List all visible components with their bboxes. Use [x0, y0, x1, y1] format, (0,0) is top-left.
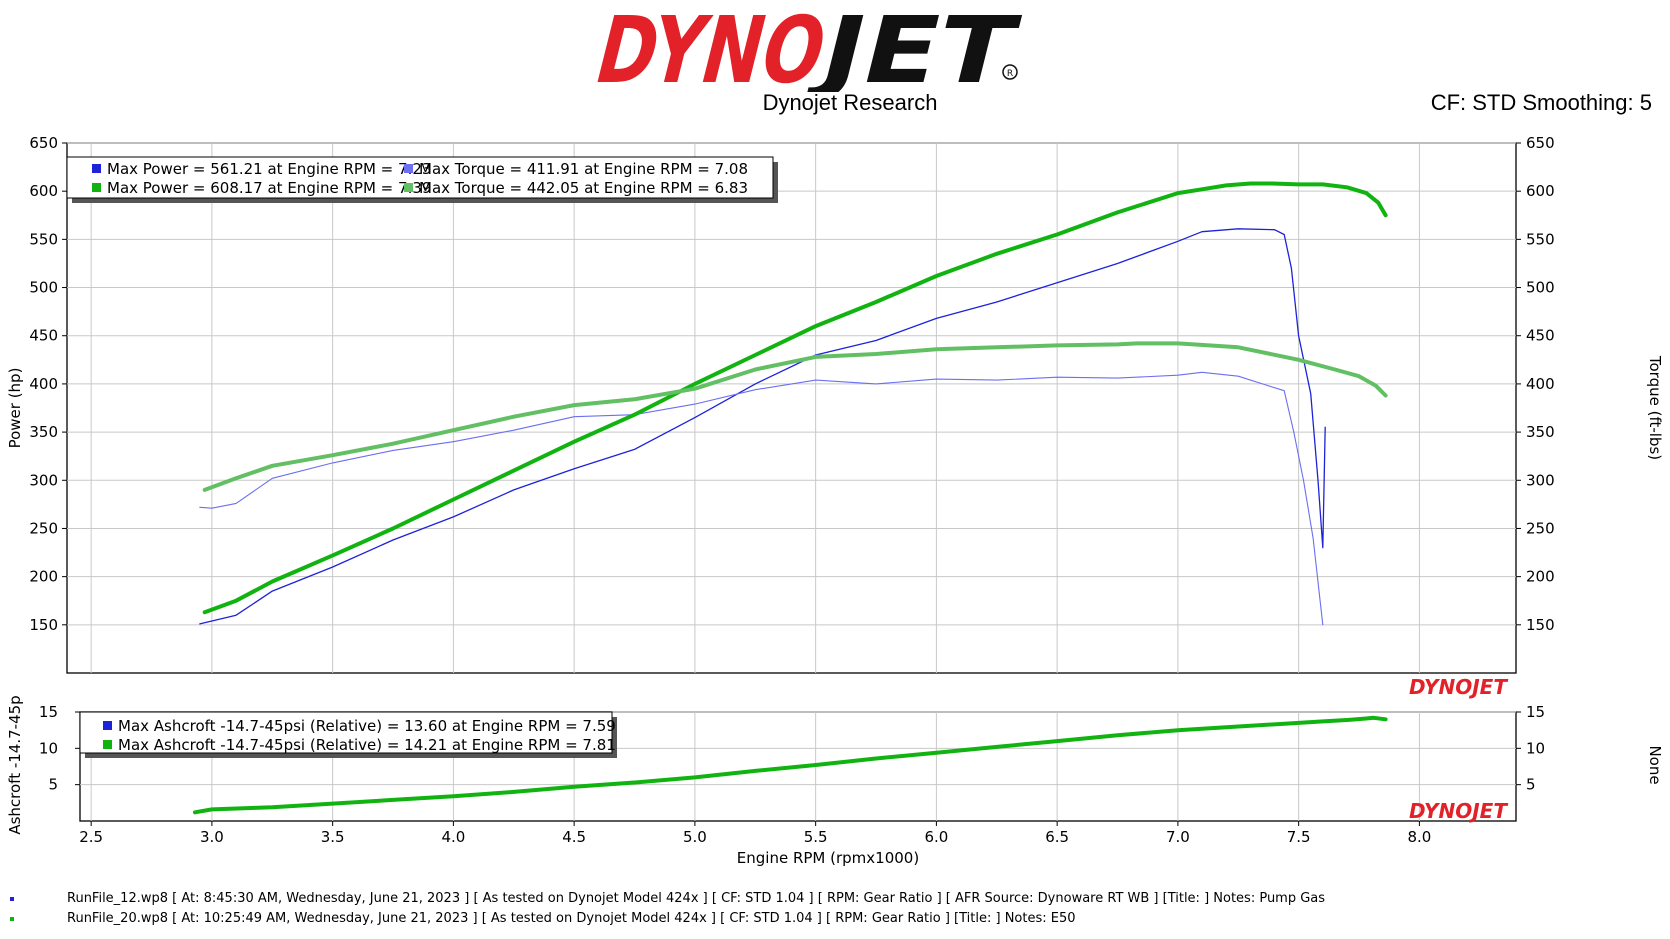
sub-legend-swatch [103, 740, 112, 749]
main-y-right-label: Torque (ft-lbs) [1646, 355, 1664, 460]
svg-text:R: R [1007, 69, 1013, 79]
main-y-tick-left: 400 [29, 375, 58, 393]
sub-legend-entry: Max Ashcroft -14.7-45psi (Relative) = 13… [118, 717, 616, 735]
main-plot-area [66, 142, 1517, 674]
sub-watermark: DYNOJET [1409, 799, 1508, 823]
registered-mark [1002, 64, 1018, 80]
main-legend-swatch [92, 183, 101, 192]
main-y-tick-right: 600 [1526, 182, 1555, 200]
sub-legend-swatch [103, 721, 112, 730]
main-y-tick-right: 150 [1526, 616, 1555, 634]
sub-legend: Max Ashcroft -14.7-45psi (Relative) = 13… [79, 711, 617, 758]
sub-y-tick-right: 10 [1526, 739, 1545, 757]
main-y-tick-left: 350 [29, 423, 58, 441]
sub-series-group [193, 715, 1388, 815]
main-legend-swatch [92, 164, 101, 173]
x-tick-label: 7.5 [1287, 828, 1311, 846]
main-y-tick-left: 500 [29, 279, 58, 297]
main-y-tick-left: 550 [29, 230, 58, 248]
main-y-tick-left: 600 [29, 182, 58, 200]
main-y-tick-right: 650 [1526, 134, 1555, 152]
run1-marker [10, 897, 14, 901]
x-tick-label: 5.5 [804, 828, 828, 846]
main-legend-swatch [404, 164, 413, 173]
main-grid [67, 142, 1516, 673]
main-legend: Max Power = 561.21 at Engine RPM = 7.23M… [66, 156, 778, 203]
x-tick-label: 6.0 [924, 828, 948, 846]
sub-y-right-label: None [1646, 745, 1664, 784]
main-y-tick-left: 250 [29, 519, 58, 537]
main-y-axis-right: 650 600 550 500 450 400 350 300 250 200 150 [1516, 134, 1555, 634]
main-y-tick-right: 200 [1526, 568, 1555, 586]
sub-y-tick-left: 10 [39, 739, 58, 757]
x-tick-label: 3.5 [321, 828, 345, 846]
sub-series-1 [193, 715, 1388, 815]
main-y-tick-left: 300 [29, 471, 58, 489]
sub-y-left-label: Ashcroft -14.7-45p [6, 695, 24, 834]
logo-dyno: DYNO [590, 6, 837, 92]
main-y-tick-left: 200 [29, 568, 58, 586]
main-y-tick-right: 450 [1526, 327, 1555, 345]
x-tick-label: 3.0 [200, 828, 224, 846]
sub-legend-entry: Max Ashcroft -14.7-45psi (Relative) = 14… [118, 736, 616, 754]
main-y-tick-right: 350 [1526, 423, 1555, 441]
x-axis-label: Engine RPM (rpmx1000) [737, 849, 919, 867]
sub-y-axis-left: 15 10 5 [39, 703, 80, 794]
main-y-tick-right: 400 [1526, 375, 1555, 393]
x-tick-label: 5.0 [683, 828, 707, 846]
main-legend-entry: Max Torque = 411.91 at Engine RPM = 7.08 [419, 160, 748, 178]
x-tick-label: 6.5 [1045, 828, 1069, 846]
chart-subtitle: Dynojet Research [762, 90, 938, 115]
correction-factor-info: CF: STD Smoothing: 5 [1430, 90, 1652, 115]
main-y-tick-right: 300 [1526, 471, 1555, 489]
sub-y-tick-left: 5 [48, 776, 58, 794]
x-tick-label: 4.5 [562, 828, 586, 846]
main-y-left-label: Power (hp) [6, 368, 24, 449]
main-legend-entry: Max Power = 608.17 at Engine RPM = 7.39 [107, 179, 431, 197]
main-series-2 [199, 371, 1324, 626]
x-tick-label: 2.5 [79, 828, 103, 846]
sub-y-tick-right: 5 [1526, 776, 1536, 794]
main-y-tick-left: 150 [29, 616, 58, 634]
sub-y-tick-left: 15 [39, 703, 58, 721]
logo-jet: JET [803, 6, 1027, 92]
main-watermark: DYNOJET [1409, 675, 1508, 699]
main-y-tick-right: 500 [1526, 279, 1555, 297]
x-axis: 2.5 3.0 3.5 4.0 4.5 5.0 5.5 6.0 6.5 7.0 7.5 8.0 [79, 821, 1431, 846]
main-y-tick-left: 450 [29, 327, 58, 345]
x-tick-label: 8.0 [1407, 828, 1431, 846]
run2-info: RunFile_20.wp8 [ At: 10:25:49 AM, Wednes… [67, 911, 1076, 926]
main-y-tick-right: 250 [1526, 519, 1555, 537]
main-legend-entry: Max Power = 561.21 at Engine RPM = 7.23 [107, 160, 431, 178]
x-tick-label: 4.0 [441, 828, 465, 846]
main-series-1 [199, 228, 1326, 625]
dynojet-logo: DYNO JET R [590, 6, 1027, 92]
main-y-tick-right: 550 [1526, 230, 1555, 248]
run1-info: RunFile_12.wp8 [ At: 8:45:30 AM, Wednesd… [67, 891, 1326, 906]
main-legend-entry: Max Torque = 442.05 at Engine RPM = 6.83 [419, 179, 748, 197]
main-y-tick-left: 650 [29, 134, 58, 152]
main-y-axis-left: 650 600 550 500 450 400 350 300 250 200 150 [29, 134, 67, 634]
main-series-3 [202, 181, 1388, 615]
sub-y-axis-right: 15 10 5 [1516, 703, 1545, 794]
main-legend-swatch [404, 183, 413, 192]
main-series-group [199, 181, 1388, 626]
x-tick-label: 7.0 [1166, 828, 1190, 846]
main-series-4 [202, 341, 1388, 492]
sub-y-tick-right: 15 [1526, 703, 1545, 721]
run2-marker [10, 917, 14, 921]
